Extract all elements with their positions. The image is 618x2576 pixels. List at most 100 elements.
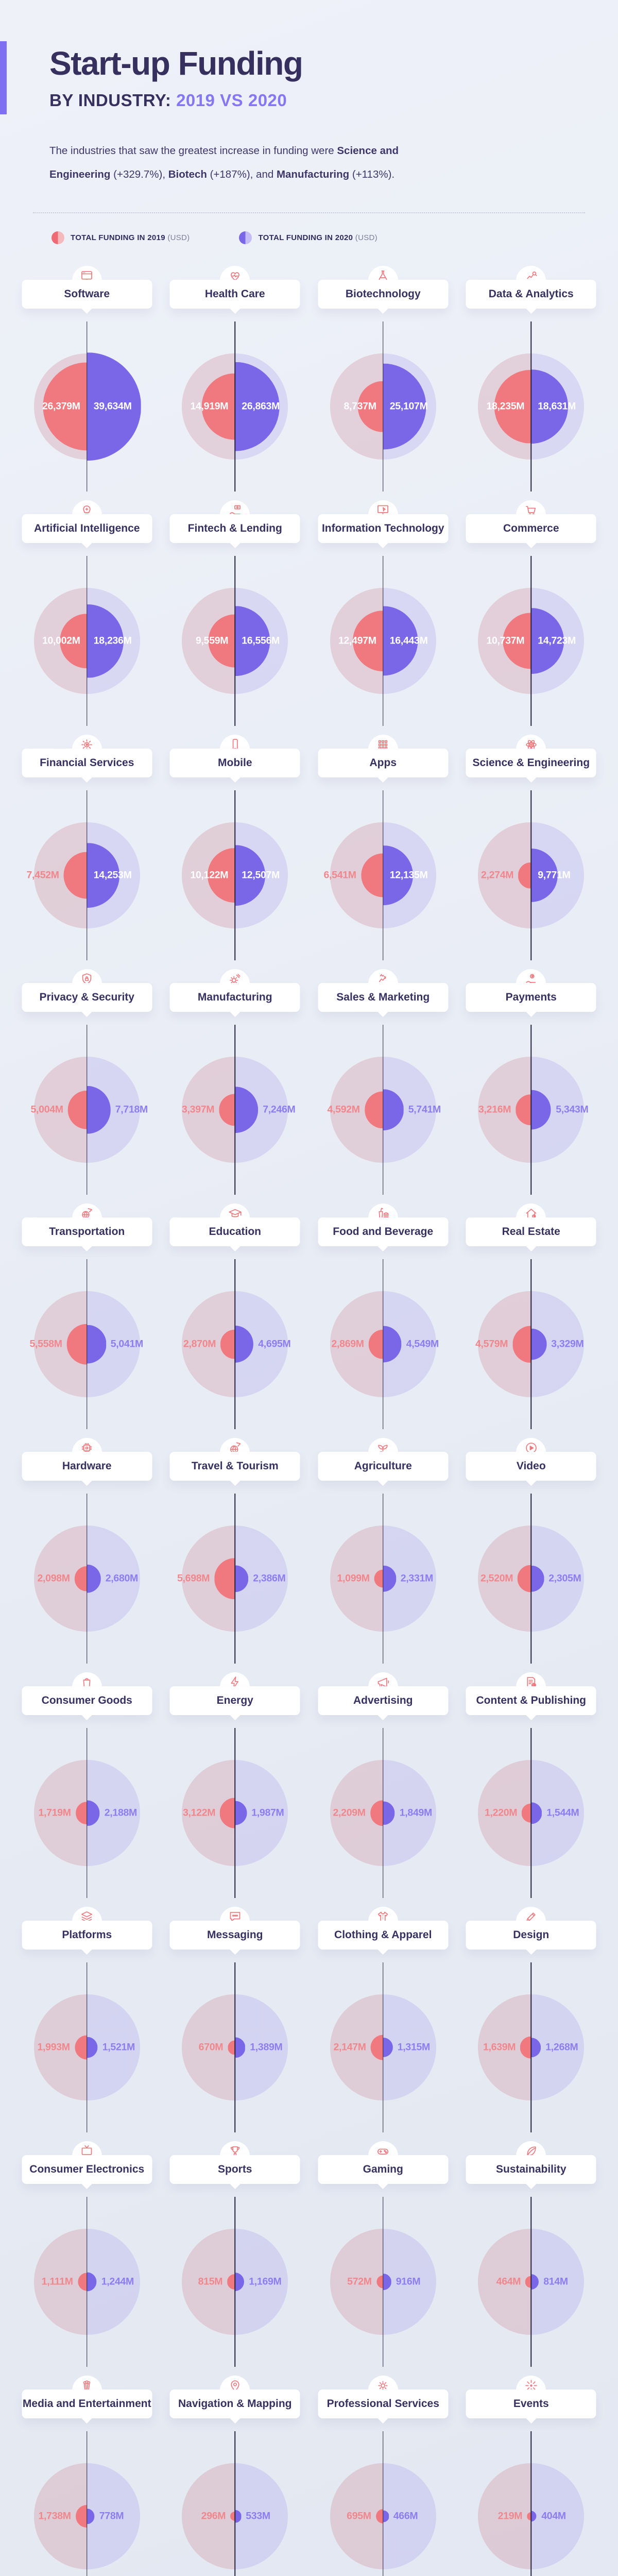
divider-line [87, 556, 88, 726]
divider-line [234, 1025, 235, 1195]
description: The industries that saw the greatest inc… [49, 145, 399, 181]
funding-2019-value: 14,919M [190, 400, 229, 412]
divider-line [383, 1259, 384, 1430]
funding-2019-value: 18,235M [486, 400, 525, 412]
funding-2020-value: 916M [396, 2276, 421, 2287]
divider-line [87, 1494, 88, 1664]
divider-line [530, 790, 531, 961]
industry-title: Education [169, 1217, 300, 1247]
industry-title: Clothing & Apparel [318, 1921, 449, 1950]
subtitle-prefix: BY INDUSTRY: [49, 91, 177, 110]
divider-line [87, 321, 88, 492]
divider-line [87, 1259, 88, 1430]
page-title: Start-up Funding [49, 45, 303, 82]
divider-line [530, 2431, 531, 2576]
divider-line [234, 790, 235, 961]
split-circle-chart: 1,738M 778M [13, 2431, 161, 2576]
industry-title: Professional Services [318, 2389, 449, 2419]
divider-line [234, 2431, 235, 2576]
industry-card-messaging: Messaging 670M 1,389M [161, 1907, 310, 2141]
funding-2019-value: 7,452M [26, 869, 60, 881]
funding-2020-half [87, 2272, 97, 2292]
split-circle-chart: 2,520M 2,305M [457, 1494, 606, 1664]
split-circle-chart: 26,379M 39,634M [13, 321, 161, 492]
funding-2019-value: 26,379M [42, 400, 80, 412]
funding-2020-value: 1,244M [101, 2276, 134, 2287]
industry-title: Real Estate [466, 1217, 596, 1247]
funding-2020-value: 4,695M [258, 1338, 291, 1350]
split-circle-chart: 1,993M 1,521M [13, 1962, 161, 2133]
legend: TOTAL FUNDING IN 2019 (USD) TOTAL FUNDIN… [52, 230, 618, 245]
industry-card-advertising: Advertising 2,209M 1,849M [309, 1672, 457, 1907]
industry-card-food-and-beverage: Food and Beverage 2,869M 4,549M [309, 1204, 457, 1438]
industry-card-information-technology: Information Technology 12,497M 16,443M [309, 500, 457, 735]
funding-2019-half [230, 2512, 235, 2521]
accent-bar [0, 41, 7, 114]
funding-2019-half [374, 1569, 383, 1588]
divider-line [530, 2197, 531, 2367]
funding-2020-value: 1,987M [251, 1807, 284, 1819]
funding-2020-value: 814M [543, 2276, 568, 2287]
industry-card-gaming: Gaming 572M 916M [309, 2141, 457, 2376]
header: Start-up Funding BY INDUSTRY: 2019 VS 20… [0, 0, 618, 187]
split-circle-chart: 572M 916M [309, 2197, 457, 2367]
industry-card-media-and-entertainment: Media and Entertainment 1,738M 778M [13, 2376, 161, 2576]
split-circle-chart: 3,216M 5,343M [457, 1025, 606, 1195]
split-circle-chart: 10,002M 18,236M [13, 556, 161, 726]
divider-line [530, 1728, 531, 1899]
funding-2020-half [383, 2038, 393, 2058]
industry-card-clothing-apparel: Clothing & Apparel 2,147M 1,315M [309, 1907, 457, 2141]
funding-2020-value: 3,329M [551, 1338, 584, 1350]
industry-title: Science & Engineering [466, 749, 596, 778]
industry-card-health-care: Health Care 14,919M 26,863M [161, 266, 310, 500]
split-circle-chart: 464M 814M [457, 2197, 606, 2367]
industry-title: Sports [169, 2155, 300, 2184]
funding-2019-value: 1,719M [38, 1807, 72, 1819]
funding-2019-value: 12,497M [338, 635, 376, 647]
split-circle-chart: 14,919M 26,863M [161, 321, 310, 492]
industry-card-hardware: Hardware 2,098M 2,680M [13, 1438, 161, 1672]
funding-2020-half [531, 2274, 539, 2290]
funding-2019-value: 4,592M [327, 1104, 360, 1115]
funding-2020-value: 1,521M [102, 2041, 135, 2053]
industry-title: Software [22, 280, 152, 309]
split-circle-chart: 10,737M 14,723M [457, 556, 606, 726]
funding-2020-value: 5,041M [110, 1338, 144, 1350]
industry-card-privacy-security: Privacy & Security 5,004M 7,718M [13, 969, 161, 1204]
split-circle-chart: 2,209M 1,849M [309, 1728, 457, 1899]
funding-2020-value: 7,718M [115, 1104, 148, 1115]
industry-title: Content & Publishing [466, 1686, 596, 1716]
funding-2019-value: 695M [347, 2510, 371, 2522]
divider-line [383, 556, 384, 726]
funding-2020-value: 1,544M [546, 1807, 579, 1819]
split-circle-chart: 9,559M 16,556M [161, 556, 310, 726]
divider-line [234, 1962, 235, 2133]
industry-title: Transportation [22, 1217, 152, 1247]
funding-2019-value: 10,002M [42, 635, 80, 647]
split-circle-chart: 2,274M 9,771M [457, 790, 606, 961]
industry-card-consumer-electronics: Consumer Electronics 1,111M 1,244M [13, 2141, 161, 2376]
funding-2020-value: 2,188M [104, 1807, 138, 1819]
split-circle-chart: 815M 1,169M [161, 2197, 310, 2367]
industry-card-design: Design 1,639M 1,268M [457, 1907, 606, 2141]
legend-item-2019: TOTAL FUNDING IN 2019 (USD) [52, 231, 190, 244]
funding-2020-value: 533M [246, 2510, 270, 2522]
industry-card-platforms: Platforms 1,993M 1,521M [13, 1907, 161, 2141]
divider-line [234, 1728, 235, 1899]
split-circle-chart: 12,497M 16,443M [309, 556, 457, 726]
industry-card-professional-services: Professional Services 695M 466M [309, 2376, 457, 2576]
industry-card-navigation-mapping: Navigation & Mapping 296M 533M [161, 2376, 310, 2576]
funding-2020-value: 9,771M [538, 869, 571, 881]
funding-2019-half [376, 2275, 383, 2289]
split-circle-chart: 8,737M 25,107M [309, 321, 457, 492]
funding-2020-value: 5,741M [408, 1104, 441, 1115]
funding-2020-value: 2,386M [253, 1572, 286, 1584]
split-circle-chart: 5,698M 2,386M [161, 1494, 310, 1664]
divider-line [530, 1025, 531, 1195]
industry-card-apps: Apps 6,541M 12,135M [309, 735, 457, 969]
split-circle-chart: 296M 533M [161, 2431, 310, 2576]
funding-2019-value: 2,870M [183, 1338, 216, 1350]
industry-card-biotechnology: Biotechnology 8,737M 25,107M [309, 266, 457, 500]
funding-2019-value: 1,099M [337, 1572, 370, 1584]
funding-2019-half [75, 1802, 87, 1825]
